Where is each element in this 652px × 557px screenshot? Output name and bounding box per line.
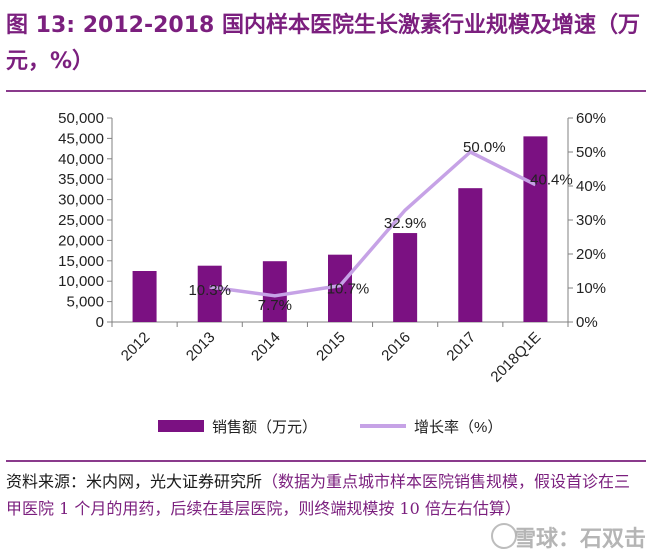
bar [523, 136, 548, 322]
x-tick-label: 2012 [118, 329, 154, 365]
y-left-tick-label: 0 [96, 314, 104, 331]
title-rule [6, 90, 646, 92]
watermark: 雪球：石双击 [513, 527, 646, 552]
source-text: 资料来源：米内网，光大证券研究所（数据为重点城市样本医院销售规模，假设首诊在三甲… [6, 468, 646, 522]
y-right-tick-label: 50% [576, 144, 606, 161]
figure-title: 图 13: 2012-2018 国内样本医院生长激素行业规模及增速（万元，%） [6, 13, 640, 74]
source-note: （数据为重点城市样本医院销售规模，假设首诊在三甲医院 1 个月的用药，后续在基层… [6, 472, 631, 518]
bar [132, 271, 157, 322]
line-data-label: 50.0% [463, 139, 506, 156]
bar [393, 233, 418, 322]
y-right-tick-label: 0% [576, 314, 598, 331]
line-series [209, 150, 537, 298]
bar [197, 265, 222, 322]
x-tick-label: 2015 [313, 329, 349, 365]
x-tick-label: 2018Q1E [487, 329, 544, 386]
bar [262, 261, 287, 322]
y-right-tick-label: 20% [576, 246, 606, 263]
y-right-tick-label: 10% [576, 280, 606, 297]
y-left-tick-label: 5,000 [66, 294, 104, 311]
y-left-tick-label: 40,000 [58, 151, 104, 168]
legend-swatch-bar [158, 420, 204, 432]
x-tick-label: 2017 [443, 329, 479, 365]
y-left-tick-label: 30,000 [58, 192, 104, 209]
y-left-tick-label: 50,000 [58, 110, 104, 127]
y-left-tick-label: 20,000 [58, 232, 104, 249]
watermark-icon [491, 523, 517, 549]
y-left-tick-label: 15,000 [58, 253, 104, 270]
y-right-tick-label: 60% [576, 110, 606, 127]
line-data-label: 7.7% [258, 297, 292, 314]
line-data-label: 10.7% [327, 281, 370, 298]
line-data-label: 10.3% [188, 282, 231, 299]
line-data-label: 40.4% [530, 172, 573, 189]
growth-line [209, 150, 537, 298]
source-prefix: 资料来源：米内网，光大证券研究所 [6, 472, 263, 491]
source-rule [6, 460, 646, 462]
chart: 0 5,000 10,000 15,000 20,000 25,000 30,000 35,0… [58, 110, 606, 436]
legend: 销售额（万元） 增长率（%） [158, 419, 502, 436]
bar [458, 188, 483, 322]
x-tick-label: 2014 [248, 329, 284, 365]
legend-label-bar: 销售额（万元） [212, 419, 317, 436]
y-left-tick-label: 25,000 [58, 212, 104, 229]
line-data-label: 32.9% [384, 215, 427, 232]
x-tick-label: 2016 [378, 329, 414, 365]
y-right-tick-label: 30% [576, 212, 606, 229]
y-right-tick-label: 40% [576, 178, 606, 195]
bar-series [132, 136, 548, 322]
data-labels: 10.3% 7.7% 10.7% 32.9% 50.0% 40.4% [188, 139, 572, 314]
y-left-tick-label: 10,000 [58, 273, 104, 290]
y-left-tick-label: 35,000 [58, 171, 104, 188]
x-tick-label: 2013 [183, 329, 219, 365]
legend-label-line: 增长率（%） [414, 419, 502, 436]
y-left-tick-label: 45,000 [58, 130, 104, 147]
